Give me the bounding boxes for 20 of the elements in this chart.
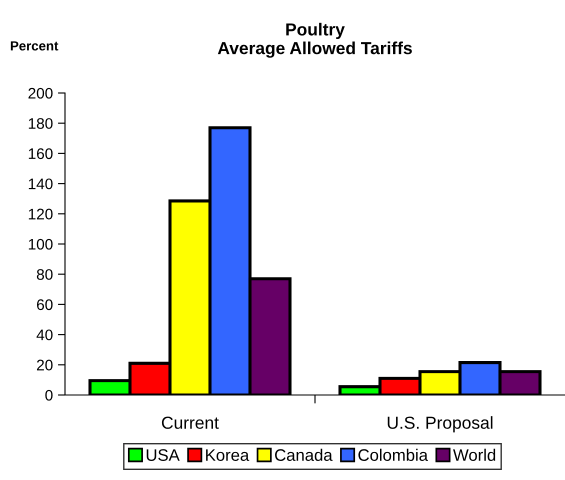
y-axis-title: Percent [10, 41, 58, 51]
y-tick-label: 20 [36, 360, 53, 370]
y-tick-label: 200 [28, 88, 53, 99]
legend-label: World [453, 448, 496, 461]
y-tick-label: 60 [36, 299, 53, 310]
y-tick-label: 180 [28, 118, 53, 129]
y-tick-label: 0 [45, 390, 53, 401]
legend-label: Canada [275, 448, 333, 461]
legend-label: USA [146, 449, 180, 461]
legend-label: Korea [206, 449, 250, 461]
chart-title: Poultry Average Allowed Tariffs [218, 22, 412, 58]
y-tick-label: 100 [28, 238, 53, 250]
y-tick-label: 140 [28, 178, 53, 190]
legend-label: Colombia [358, 448, 428, 461]
y-tick-label: 40 [36, 329, 53, 340]
y-tick-label: 160 [28, 148, 53, 160]
x-tick-label: Current [162, 416, 219, 429]
y-tick-label: 120 [28, 208, 53, 220]
x-tick-label: U.S. Proposal [388, 416, 492, 432]
y-tick-label: 80 [36, 269, 53, 280]
